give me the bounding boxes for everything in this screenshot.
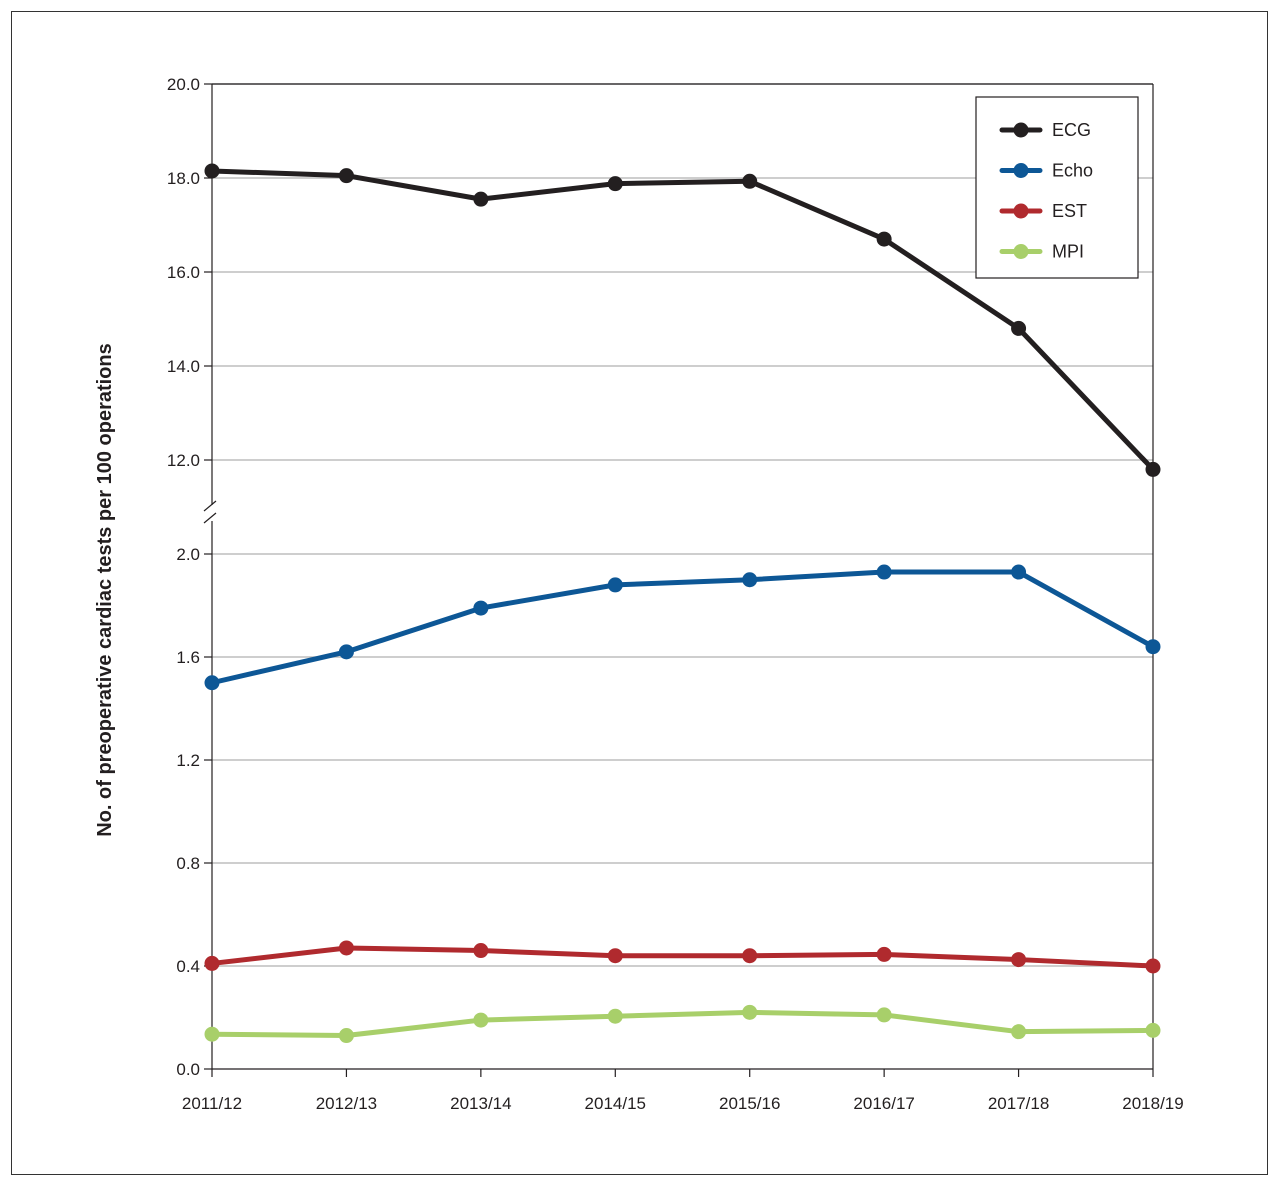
y-tick-labels: 0.0 0.4 0.8 1.2 1.6 2.0 12.0 14.0 16.0 18.0 20.0 — [167, 75, 200, 1079]
data-point-mpi — [473, 1012, 489, 1028]
data-point-ecg — [1145, 461, 1161, 477]
data-point-ecg — [607, 176, 623, 192]
data-point-ecg — [876, 231, 892, 247]
legend-label-ecg: ECG — [1052, 120, 1091, 140]
y-tick-label: 14.0 — [167, 357, 200, 376]
data-point-est — [338, 940, 354, 956]
data-point-ecg — [338, 168, 354, 184]
y-tick-label: 0.8 — [176, 854, 200, 873]
data-point-mpi — [742, 1004, 758, 1020]
data-point-est — [473, 943, 489, 959]
legend-box — [975, 96, 1139, 279]
x-tick-label: 2014/15 — [585, 1094, 646, 1113]
data-point-est — [742, 948, 758, 964]
series-line-echo — [209, 569, 1156, 686]
data-point-echo — [1145, 639, 1161, 655]
series-line-est — [209, 945, 1156, 969]
legend-marker-mpi — [1013, 244, 1029, 259]
figure-frame — [11, 11, 1268, 1175]
y-tick-label: 16.0 — [167, 263, 200, 282]
data-point-echo — [338, 644, 354, 660]
x-tick-label: 2015/16 — [719, 1094, 780, 1113]
legend-label-mpi: MPI — [1052, 242, 1084, 262]
x-tick-label: 2011/12 — [182, 1094, 242, 1113]
data-point-mpi — [338, 1028, 354, 1044]
x-tick-label: 2018/19 — [1122, 1094, 1183, 1113]
y-axis-label: No. of preoperative cardiac tests per 10… — [94, 343, 116, 837]
data-point-echo — [1011, 564, 1027, 580]
data-point-echo — [204, 675, 220, 691]
legend: ECG Echo EST MPI — [975, 96, 1139, 279]
y-tick-label: 20.0 — [167, 75, 200, 94]
legend-label-echo: Echo — [1052, 161, 1093, 181]
y-tick-label: 0.4 — [176, 957, 200, 976]
x-tick-label: 2016/17 — [853, 1094, 914, 1113]
data-point-ecg — [742, 173, 758, 189]
data-point-echo — [876, 564, 892, 580]
series-line-ecg — [209, 168, 1156, 472]
legend-marker-echo — [1013, 163, 1029, 178]
data-point-mpi — [876, 1007, 892, 1023]
data-point-est — [1145, 958, 1161, 974]
y-tick-label: 18.0 — [167, 169, 200, 188]
data-point-mpi — [204, 1026, 220, 1042]
data-point-mpi — [607, 1008, 623, 1024]
data-point-mpi — [1145, 1022, 1161, 1038]
data-point-est — [1011, 952, 1027, 968]
legend-marker-est — [1013, 203, 1029, 219]
y-tick-label: 1.2 — [176, 751, 200, 770]
data-point-echo — [742, 572, 758, 588]
data-point-est — [876, 946, 892, 962]
data-point-est — [204, 955, 220, 971]
x-tick-label: 2017/18 — [988, 1094, 1049, 1113]
y-tick-label: 2.0 — [176, 545, 200, 564]
data-point-ecg — [204, 163, 220, 179]
axis-break-mark — [203, 500, 217, 512]
x-tick-labels: 2011/12 2012/13 2013/14 2014/15 2015/16 2016/… — [182, 1094, 1184, 1113]
series-group — [204, 163, 1161, 1044]
data-point-echo — [473, 600, 489, 616]
axis-break-mark — [203, 512, 217, 524]
x-tick-label: 2012/13 — [316, 1094, 377, 1113]
data-point-est — [607, 948, 623, 964]
data-point-ecg — [473, 191, 489, 207]
series-line-mpi — [209, 1009, 1156, 1039]
y-tick-label: 0.0 — [176, 1060, 200, 1079]
legend-label-est: EST — [1052, 201, 1087, 221]
legend-marker-ecg — [1013, 122, 1029, 138]
y-tick-label: 1.6 — [176, 648, 200, 667]
data-point-echo — [607, 577, 623, 593]
x-tick-label: 2013/14 — [450, 1094, 511, 1113]
data-point-ecg — [1011, 320, 1027, 336]
y-tick-label: 12.0 — [167, 451, 200, 470]
data-point-mpi — [1011, 1024, 1027, 1040]
